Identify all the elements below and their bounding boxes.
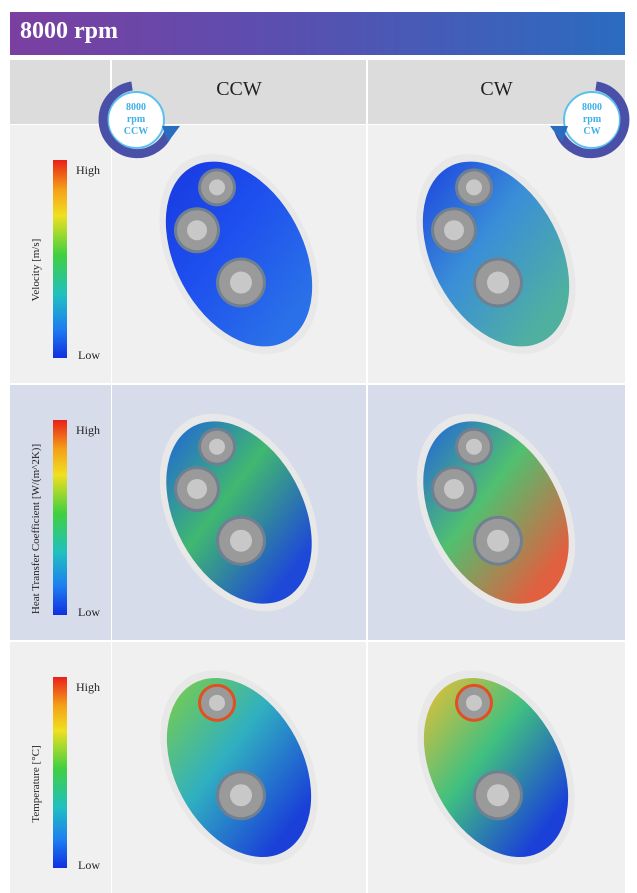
badge-text: 8000 (570, 102, 614, 114)
row-label: Heat Transfer Coefficient [W/(m^2K)] (30, 419, 42, 639)
badge-text: 8000 (114, 102, 158, 114)
badge-text: CW (570, 126, 614, 138)
cell-divider (111, 385, 112, 640)
row-label: Velocity [m/s] (30, 160, 42, 380)
cell-divider (111, 642, 112, 893)
simulation-image (386, 395, 606, 630)
color-bar-low: Low (78, 348, 100, 363)
simulation-image (386, 652, 606, 883)
color-bar (53, 677, 67, 868)
color-bar-low: Low (78, 858, 100, 873)
badge-text: rpm (570, 114, 614, 126)
color-bar (53, 160, 67, 358)
badge-text: CCW (114, 126, 158, 138)
cell-divider (366, 125, 368, 383)
figure: 8000 rpm CCW CW Velocity [m/s] High Low Hea… (0, 0, 637, 893)
color-bar-low: Low (78, 605, 100, 620)
color-bar-high: High (76, 423, 100, 438)
simulation-image (386, 135, 606, 373)
cell-divider (366, 385, 368, 640)
badge-text: rpm (114, 114, 158, 126)
cell-divider (366, 642, 368, 893)
simulation-image (129, 395, 349, 630)
color-bar (53, 420, 67, 615)
title: 8000 rpm (20, 18, 118, 45)
color-bar-high: High (76, 680, 100, 695)
row-label: Temperature [°C] (30, 674, 42, 893)
simulation-image (129, 135, 349, 373)
simulation-image (129, 652, 349, 883)
